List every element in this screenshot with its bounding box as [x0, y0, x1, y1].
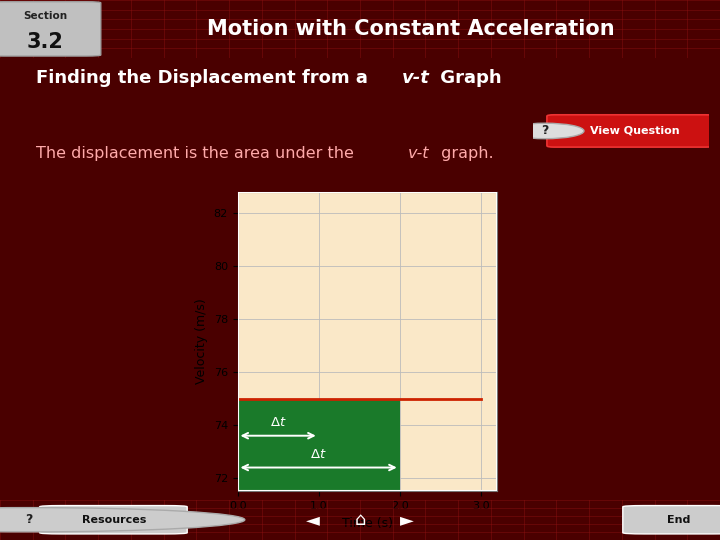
Text: Graph: Graph	[434, 69, 502, 87]
X-axis label: Time (s): Time (s)	[342, 517, 392, 530]
Text: Section: Section	[23, 11, 68, 21]
FancyBboxPatch shape	[623, 505, 720, 534]
Text: graph.: graph.	[436, 146, 494, 161]
Text: ?: ?	[25, 513, 32, 526]
Bar	[238, 192, 497, 491]
Text: ◄: ◄	[306, 511, 320, 529]
Text: v-t: v-t	[408, 146, 430, 161]
Text: ⌂: ⌂	[354, 511, 366, 529]
Text: ?: ?	[541, 124, 549, 138]
Bar	[238, 399, 400, 491]
Circle shape	[0, 508, 245, 532]
Text: 3.2: 3.2	[27, 32, 64, 52]
FancyBboxPatch shape	[40, 505, 187, 534]
Text: ►: ►	[400, 511, 414, 529]
Y-axis label: Velocity (m/s): Velocity (m/s)	[195, 299, 208, 384]
Text: $\Delta t$: $\Delta t$	[270, 416, 287, 429]
Text: v-t: v-t	[402, 69, 430, 87]
Text: $\Delta t$: $\Delta t$	[310, 448, 327, 461]
Text: Finding the Displacement from a: Finding the Displacement from a	[36, 69, 374, 87]
Circle shape	[506, 123, 584, 139]
FancyBboxPatch shape	[547, 115, 713, 147]
Text: End: End	[667, 515, 690, 525]
Text: Motion with Constant Acceleration: Motion with Constant Acceleration	[207, 19, 614, 39]
FancyBboxPatch shape	[0, 2, 101, 56]
Text: Resources: Resources	[81, 515, 146, 525]
Text: The displacement is the area under the: The displacement is the area under the	[36, 146, 359, 161]
Text: View Question: View Question	[590, 126, 680, 136]
